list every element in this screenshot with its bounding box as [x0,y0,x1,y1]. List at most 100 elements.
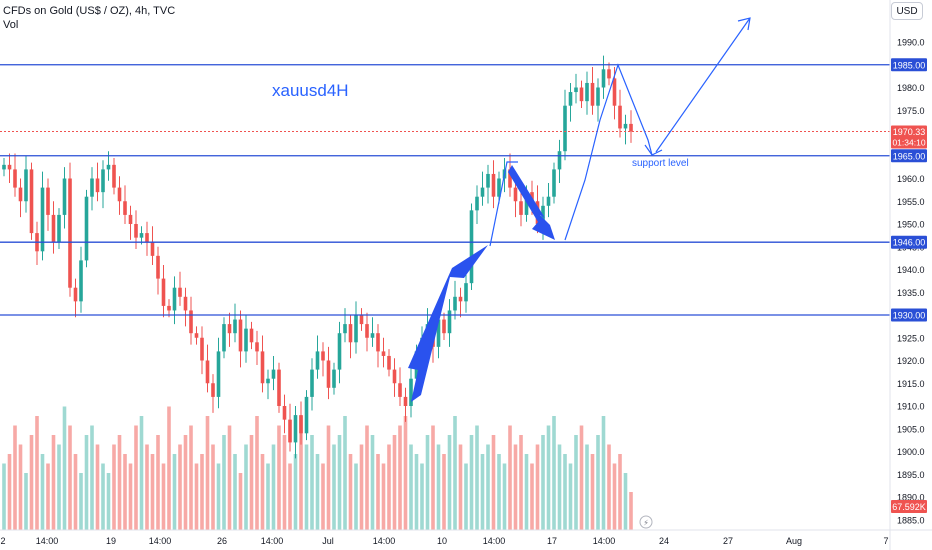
price-tick-label: 1890.0 [897,493,925,503]
horizontal-levels[interactable] [0,64,890,316]
down-arrow-1[interactable] [508,165,555,240]
candle-body [585,82,589,102]
price-badges: 1985.00 1965.00 1946.00 1930.00 1970.3301:34… [891,58,927,513]
price-tick-label: 1915.0 [897,379,925,389]
price-tick-label: 1950.0 [897,220,925,230]
volume-bar [68,425,72,530]
candle-body [84,196,89,261]
countdown-text: 01:34:10 [892,137,925,147]
candle-body [112,164,116,188]
volume-bar [57,444,61,530]
volume-bar [475,425,479,530]
volume-bar [530,463,534,530]
volume-bar [161,463,166,530]
volume-bar [420,463,424,530]
volume-bar [123,454,127,530]
candle-body [139,233,144,238]
projection-path-3[interactable] [655,17,751,153]
price-tick-label: 1980.0 [897,83,925,93]
candle-body [24,169,28,202]
candle-body [552,169,556,197]
symbol-title: CFDs on Gold (US$ / OZ), 4h, TVC [3,5,176,17]
time-tick-label: 26 [217,536,227,546]
volume-bar [425,435,430,530]
volume-bar [508,425,512,530]
level-price-text: 1946.00 [893,238,926,248]
volume-bar [590,454,595,530]
volume-bar [255,416,259,530]
candle-body [403,396,408,406]
candle-body [629,123,633,132]
volume-bar [277,425,281,530]
currency-button[interactable]: USD [891,2,923,20]
candle-body [222,324,226,352]
time-axis[interactable]: 2 14:00 19 14:00 26 14:00 Jul 14:00 10 14:00 17 14:… [0,536,888,546]
candle-body [508,169,512,188]
candle-body [596,87,600,106]
replay-button[interactable] [639,515,653,529]
candle-body [618,105,622,129]
volume-bar [409,444,413,530]
volume-label: Vol [3,19,19,31]
candle-body [216,351,221,397]
drawing-annotations[interactable] [408,17,751,402]
candle-body [623,123,628,129]
price-tick-label: 1940.0 [897,265,925,275]
projection-path-1[interactable] [489,161,518,247]
projection-path-2[interactable] [564,63,653,241]
support-level-label[interactable]: support level [632,158,689,169]
volume-badge-text: 67.592K [892,502,926,512]
candle-body [497,178,501,197]
candle-body [255,342,259,352]
candle-body [464,283,468,302]
candle-body [343,324,347,334]
price-tick-label: 1920.0 [897,356,925,366]
candle-body [145,233,149,243]
volume-bar [18,444,23,530]
candle-body [310,369,314,397]
candle-body [282,406,287,420]
price-tick-label: 1935.0 [897,288,925,298]
volume-bar [112,444,116,530]
level-price-text: 1965.00 [893,151,926,161]
volume-bar [139,416,144,530]
volume-bar [546,425,551,530]
candle-body [40,187,45,252]
volume-bar [178,444,182,530]
volume-bar [623,473,628,530]
candle-body [106,164,111,170]
volume-bar [233,454,237,530]
up-arrow-1[interactable] [408,245,488,402]
time-tick-label: 14:00 [149,536,172,546]
volume-bar [51,435,56,530]
time-tick-label: 27 [723,536,733,546]
candle-body [326,360,331,388]
candle-body [359,315,364,325]
price-tick-label: 1975.0 [897,106,925,116]
volume-bar [601,416,606,530]
volume-bar [128,463,133,530]
candle-body [2,164,6,170]
volume-bar [326,425,331,530]
candle-body [200,337,204,361]
level-price-badge [891,58,927,72]
volume-bar [348,454,353,530]
chart-annotation-title[interactable]: xauusd4H [272,81,349,100]
volume-bar [585,444,589,530]
candle-body [90,178,94,197]
volume-bar [13,425,17,530]
volume-bar [90,425,94,530]
volume-bar [189,425,193,530]
volume-bar [79,473,83,530]
price-tick-label: 1905.0 [897,424,925,434]
volume-bar [200,454,204,530]
volume-bar [238,473,243,530]
candle-body [574,87,578,93]
volume-bar [293,454,298,530]
volume-bar [150,454,155,530]
candle-body [46,187,50,215]
candlesticks [2,55,633,459]
lightning-icon: ⚡ [643,519,649,528]
candle-body [233,319,237,334]
